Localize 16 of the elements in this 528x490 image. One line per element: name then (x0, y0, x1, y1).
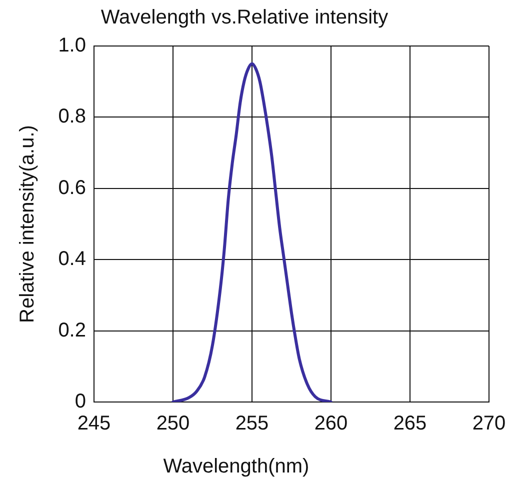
chart-title: Wavelength vs.Relative intensity (100, 6, 388, 29)
y-tick-label: 0 (74, 390, 86, 413)
x-tick-label: 250 (156, 412, 190, 435)
x-tick-label: 270 (472, 412, 506, 435)
y-tick-label: 0.4 (58, 248, 86, 270)
x-tick-label: 255 (235, 412, 269, 435)
x-tick-label: 265 (393, 412, 427, 435)
line-series (172, 62, 332, 402)
x-tick-label: 245 (77, 412, 111, 435)
y-tick-label: 0.2 (58, 319, 86, 342)
x-axis-title: Wavelength(nm) (163, 456, 310, 478)
x-tick-label: 260 (314, 412, 348, 435)
y-tick-label: 0.8 (58, 106, 86, 128)
y-axis-title: Relative intensity(a.u.) (16, 125, 39, 323)
y-tick-label: 0.6 (58, 176, 86, 199)
y-tick-label: 1.0 (58, 34, 86, 57)
